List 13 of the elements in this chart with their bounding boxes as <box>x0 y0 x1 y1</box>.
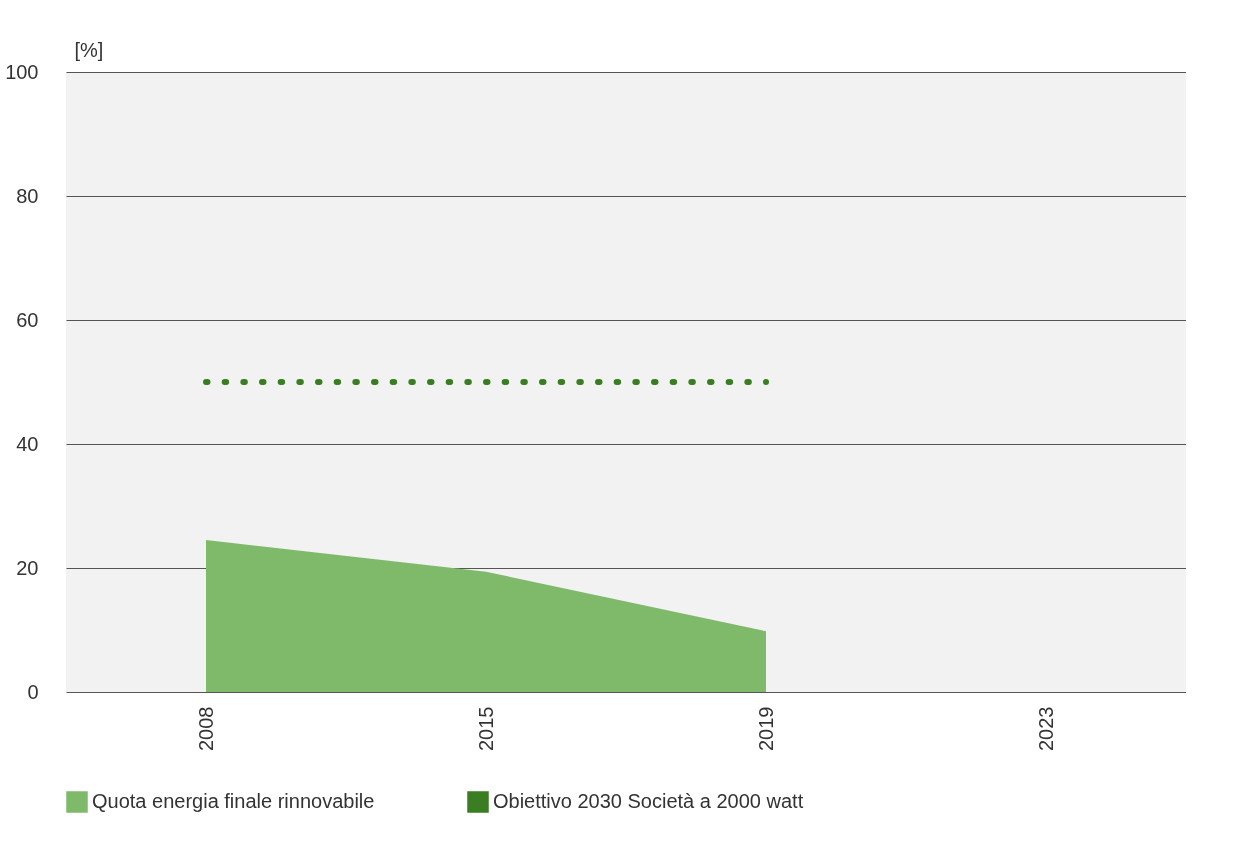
x-tick-label: 2008 <box>194 706 217 751</box>
x-tick-label: 2015 <box>474 706 497 751</box>
legend-label: Quota energia finale rinnovabile <box>92 790 375 812</box>
y-tick-label: 60 <box>16 308 39 331</box>
y-tick-label: 40 <box>16 432 39 455</box>
y-tick-label: 20 <box>16 556 39 579</box>
x-tick-label: 2023 <box>1034 706 1057 751</box>
legend-label: Obiettivo 2030 Società a 2000 watt <box>493 790 804 812</box>
y-tick-label: 80 <box>16 184 39 207</box>
y-axis-title: [%] <box>74 38 104 61</box>
y-tick-label: 0 <box>27 680 39 703</box>
x-tick-label: 2019 <box>754 706 777 751</box>
y-tick-label: 100 <box>5 60 39 83</box>
